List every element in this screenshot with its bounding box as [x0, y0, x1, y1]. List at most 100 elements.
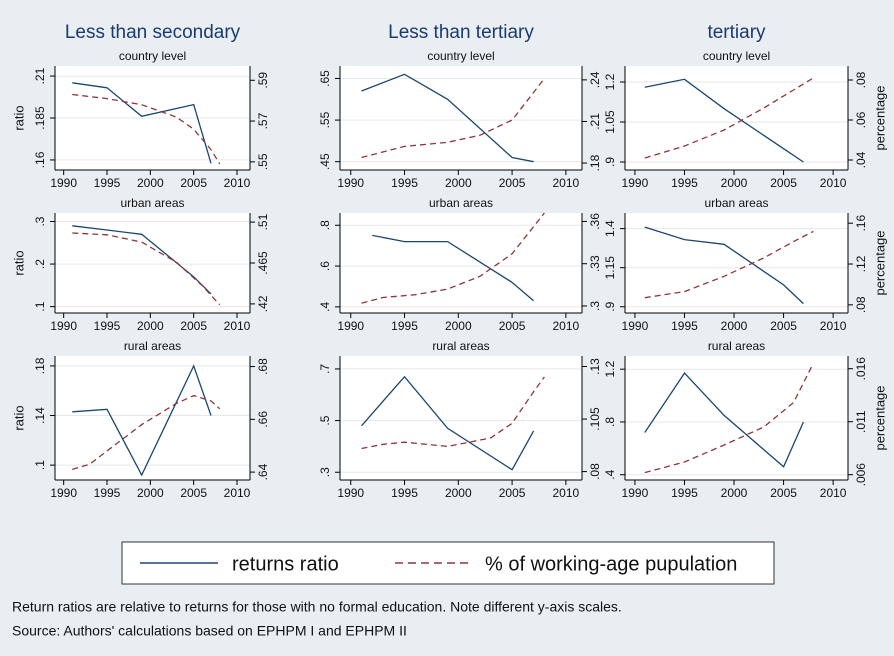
x-tick-label: 2005 — [180, 319, 207, 333]
series-line — [644, 230, 814, 299]
y-tick-label: .16 — [33, 151, 47, 168]
column-title: tertiary — [707, 22, 766, 43]
series-line — [72, 364, 212, 477]
y2-tick-label: .68 — [256, 358, 270, 375]
y2-tick-label: .42 — [256, 295, 270, 312]
subtitle-band — [55, 196, 250, 212]
x-tick-label: 1995 — [391, 486, 418, 500]
x-tick-label: 2005 — [499, 176, 526, 190]
x-tick-label: 2000 — [137, 319, 164, 333]
x-tick-label: 1990 — [622, 319, 649, 333]
x-tick-label: 2000 — [721, 486, 748, 500]
y-axis-title: ratio — [11, 250, 26, 275]
x-tick-label: 1995 — [94, 176, 121, 190]
y-tick-label: .7 — [318, 364, 332, 374]
y-tick-label: .45 — [318, 153, 332, 170]
y2-tick-label: .36 — [588, 213, 602, 230]
y2-axis-title: percentage — [872, 85, 887, 150]
y2-tick-label: .18 — [588, 154, 602, 171]
y2-axis-title: percentage — [872, 230, 887, 295]
x-tick-label: 1990 — [337, 486, 364, 500]
y2-tick-label: .08 — [588, 463, 602, 480]
y-tick-label: .21 — [33, 67, 47, 84]
x-tick-label: 2000 — [137, 176, 164, 190]
subtitle-band — [340, 339, 582, 355]
x-tick-label: 2005 — [180, 486, 207, 500]
x-tick-label: 2010 — [553, 176, 580, 190]
x-tick-label: 2010 — [553, 319, 580, 333]
y2-tick-label: .006 — [854, 463, 868, 487]
x-tick-label: 2010 — [820, 486, 847, 500]
series-line — [72, 394, 221, 471]
panel-subtitle: country level — [703, 49, 770, 63]
x-tick-label: 1995 — [671, 319, 698, 333]
x-tick-label: 1990 — [50, 486, 77, 500]
y-tick-label: .65 — [318, 70, 332, 87]
subtitle-band — [340, 196, 582, 212]
subtitle-band — [625, 196, 848, 212]
x-tick-label: 1990 — [337, 176, 364, 190]
y2-tick-label: .04 — [854, 151, 868, 168]
y-tick-label: .9 — [603, 157, 617, 167]
y-tick-label: 1.15 — [603, 256, 617, 280]
subtitle-band — [55, 339, 250, 355]
y2-tick-label: .55 — [256, 153, 270, 170]
y2-tick-label: .105 — [588, 407, 602, 431]
y2-tick-label: .33 — [588, 255, 602, 272]
x-tick-label: 1990 — [50, 319, 77, 333]
x-tick-label: 2000 — [721, 176, 748, 190]
x-tick-label: 1995 — [94, 319, 121, 333]
subtitle-band — [625, 49, 848, 65]
note: Source: Authors' calculations based on E… — [12, 623, 407, 639]
x-tick-label: 1995 — [671, 176, 698, 190]
note: Return ratios are relative to returns fo… — [12, 599, 622, 615]
x-tick-label: 2010 — [553, 486, 580, 500]
y-tick-label: .4 — [603, 469, 617, 479]
y-tick-label: .1 — [33, 301, 47, 311]
x-tick-label: 1995 — [94, 486, 121, 500]
y2-tick-label: .13 — [588, 358, 602, 375]
y-tick-label: .4 — [318, 302, 332, 312]
series-line — [361, 212, 545, 304]
y-tick-label: 1.05 — [603, 110, 617, 134]
series-line — [72, 232, 221, 306]
subtitle-band — [625, 339, 848, 355]
x-tick-label: 2005 — [770, 319, 797, 333]
y2-tick-label: .66 — [256, 411, 270, 428]
x-tick-label: 2000 — [445, 319, 472, 333]
y2-tick-label: .465 — [256, 251, 270, 275]
y-axis-title: ratio — [11, 405, 26, 430]
x-tick-label: 2000 — [721, 319, 748, 333]
x-tick-label: 2005 — [770, 486, 797, 500]
panel-subtitle: urban areas — [429, 196, 493, 210]
legend-label: % of working-age pupulation — [485, 553, 737, 575]
legend-label: returns ratio — [232, 553, 339, 575]
x-tick-label: 1995 — [671, 486, 698, 500]
panel-subtitle: rural areas — [432, 339, 489, 353]
x-tick-label: 2000 — [445, 486, 472, 500]
plot-area — [340, 356, 582, 480]
panel-subtitle: urban areas — [704, 196, 768, 210]
y-tick-label: .8 — [318, 220, 332, 230]
x-tick-label: 2005 — [770, 176, 797, 190]
y2-tick-label: .011 — [854, 410, 868, 433]
plot-area — [55, 213, 250, 313]
panel-subtitle: rural areas — [124, 339, 181, 353]
subtitle-band — [55, 49, 250, 65]
panel-subtitle: country level — [119, 49, 186, 63]
series-line — [72, 82, 212, 164]
column-title: Less than tertiary — [388, 22, 534, 43]
y-tick-label: 1.4 — [603, 220, 617, 237]
x-tick-label: 2010 — [820, 319, 847, 333]
x-tick-label: 1990 — [337, 319, 364, 333]
subtitle-band — [340, 49, 582, 65]
x-tick-label: 1990 — [50, 176, 77, 190]
y-tick-label: .8 — [603, 417, 617, 427]
y-tick-label: .14 — [33, 407, 47, 424]
series-line — [361, 78, 545, 159]
x-tick-label: 2010 — [224, 319, 251, 333]
y-tick-label: .18 — [33, 357, 47, 374]
y-tick-label: .5 — [318, 415, 332, 425]
y2-tick-label: .51 — [256, 213, 270, 230]
series-line — [644, 226, 804, 305]
